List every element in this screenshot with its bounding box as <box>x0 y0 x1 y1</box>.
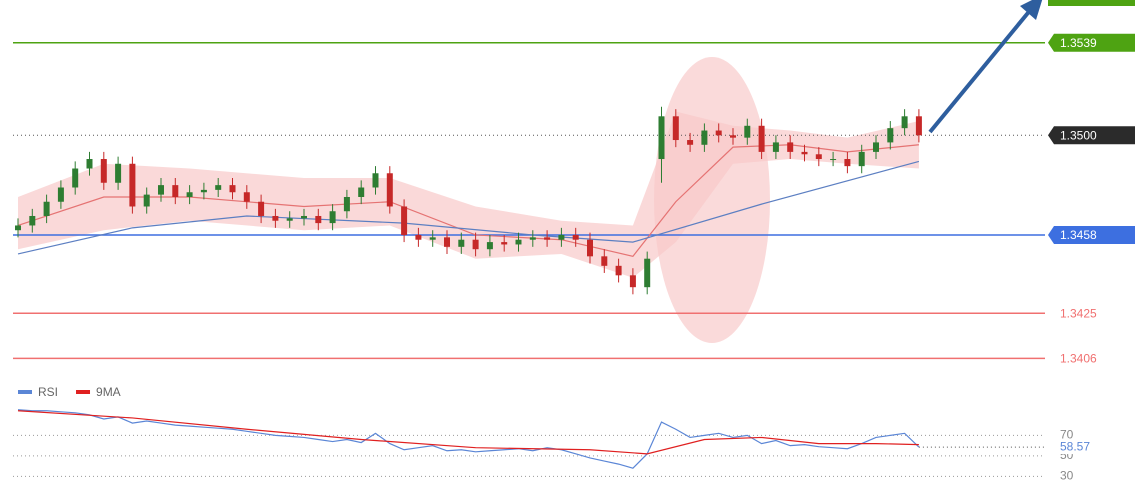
legend-swatch <box>18 390 32 394</box>
candle-body <box>286 218 293 221</box>
candle-body <box>115 163 122 183</box>
candle-body <box>486 242 493 250</box>
candle-body <box>644 258 651 288</box>
level-label: 1.3458 <box>1060 228 1097 242</box>
candle-body <box>258 201 265 216</box>
bollinger-band <box>18 111 919 278</box>
candle-body <box>386 173 393 207</box>
candle-body <box>758 125 765 152</box>
moving-average <box>17 160 920 255</box>
level-label: 1.3500 <box>1060 128 1097 142</box>
candle-body <box>629 275 636 288</box>
candle-body <box>787 142 794 152</box>
level-badge <box>1048 126 1135 145</box>
candle-body <box>801 151 808 155</box>
candle-body <box>72 168 79 188</box>
candle-body <box>243 192 250 202</box>
candle-body <box>172 185 179 197</box>
legend-label: RSI <box>38 385 58 399</box>
candle-body <box>915 116 922 136</box>
candle-body <box>744 125 751 138</box>
candle-body <box>887 128 894 143</box>
candle-body <box>815 154 822 160</box>
candle-body <box>529 237 536 240</box>
candle-body <box>458 239 465 247</box>
candle-body <box>343 196 350 212</box>
candle-body <box>687 140 694 145</box>
candle-body <box>672 116 679 141</box>
level-badge <box>1048 225 1135 244</box>
candle-body <box>844 159 851 167</box>
candle-body <box>615 265 622 276</box>
candle-body <box>858 151 865 167</box>
value-label: 58.57 <box>1060 439 1090 453</box>
candle-body <box>587 239 593 257</box>
candle-body <box>43 201 50 216</box>
legend-label: 9MA <box>96 385 121 399</box>
y-tick-label: 30 <box>1060 469 1074 483</box>
candle-body <box>129 163 136 207</box>
series-line <box>17 409 920 469</box>
candle-body <box>315 215 322 224</box>
candle-body <box>873 142 879 152</box>
series-line <box>17 410 919 455</box>
candle-body <box>186 192 193 197</box>
candle-body <box>701 130 708 145</box>
candle-body <box>15 225 21 231</box>
candle-body <box>329 211 336 224</box>
candle-body <box>158 185 164 195</box>
candle-body <box>229 185 236 193</box>
value-label-bg <box>1056 439 1100 455</box>
candle-body <box>272 215 279 221</box>
candle-body <box>86 159 93 169</box>
candle-body <box>544 237 551 240</box>
candle-body <box>601 256 608 266</box>
candle-body <box>715 130 722 136</box>
level-badge <box>1048 33 1135 52</box>
target-badge <box>1048 0 1135 6</box>
candle-body <box>401 206 408 235</box>
candle-body <box>830 159 837 161</box>
candle-body <box>558 234 565 240</box>
candle-body <box>143 194 150 207</box>
candle-body <box>772 142 779 152</box>
level-label: 1.3539 <box>1060 36 1097 50</box>
candle-body <box>429 237 436 240</box>
candle-body <box>215 185 222 190</box>
candle-body <box>372 173 379 188</box>
level-label: 1.3425 <box>1060 306 1097 320</box>
forecast-arrowhead <box>1020 0 1043 20</box>
candle-body <box>100 159 107 183</box>
candle-body <box>658 116 665 160</box>
candle-body <box>444 237 450 247</box>
candle-body <box>730 135 736 138</box>
candle-body <box>415 234 422 240</box>
candle-body <box>29 215 36 226</box>
candle-body <box>572 234 579 240</box>
candle-body <box>57 187 64 202</box>
legend-swatch <box>76 390 91 394</box>
candle-body <box>501 242 508 245</box>
candle-body <box>472 239 479 250</box>
candle-body <box>358 187 365 197</box>
candle-body <box>200 189 207 193</box>
candle-body <box>301 215 307 219</box>
candle-body <box>515 239 522 245</box>
candle-body <box>901 116 908 129</box>
y-tick-label: 70 <box>1060 428 1074 442</box>
forecast-arrow <box>928 6 1034 134</box>
level-label: 1.3406 <box>1060 352 1097 366</box>
